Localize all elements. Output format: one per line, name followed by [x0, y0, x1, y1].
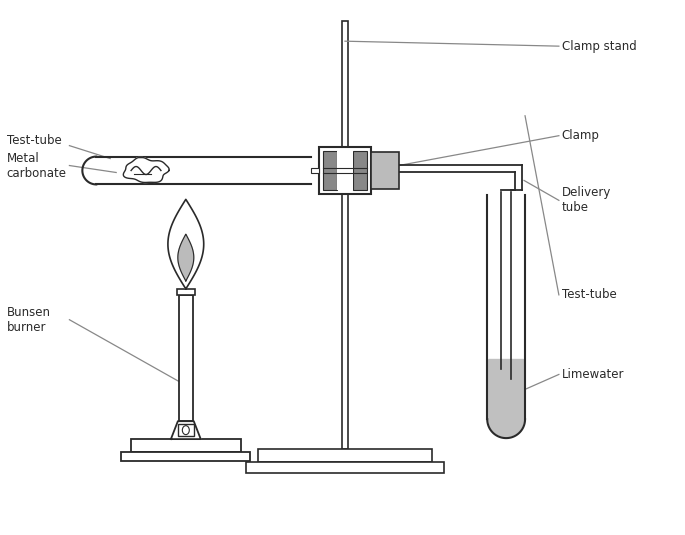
Polygon shape — [178, 234, 194, 281]
Bar — [179, 295, 192, 421]
Bar — [258, 449, 432, 462]
FancyBboxPatch shape — [121, 452, 251, 461]
Bar — [371, 151, 399, 189]
Polygon shape — [171, 421, 201, 439]
Bar — [177, 289, 195, 295]
Text: Metal
carbonate: Metal carbonate — [7, 151, 66, 180]
Text: Clamp: Clamp — [562, 129, 600, 142]
Bar — [337, 151, 353, 190]
Bar — [342, 21, 349, 449]
Text: Test-tube: Test-tube — [7, 134, 62, 147]
FancyBboxPatch shape — [178, 424, 194, 436]
Ellipse shape — [182, 426, 189, 434]
Text: Limewater: Limewater — [562, 368, 624, 381]
Bar — [319, 147, 371, 194]
Bar — [311, 167, 319, 173]
FancyBboxPatch shape — [131, 439, 240, 452]
Polygon shape — [488, 360, 523, 437]
Bar — [353, 151, 367, 190]
Text: Bunsen
burner: Bunsen burner — [7, 305, 51, 334]
Bar — [245, 462, 445, 473]
Bar — [323, 151, 337, 190]
Text: Test-tube: Test-tube — [562, 288, 616, 301]
Text: Delivery
tube: Delivery tube — [562, 186, 611, 215]
Text: Clamp stand: Clamp stand — [562, 40, 636, 52]
Polygon shape — [123, 158, 169, 182]
Polygon shape — [168, 200, 203, 289]
